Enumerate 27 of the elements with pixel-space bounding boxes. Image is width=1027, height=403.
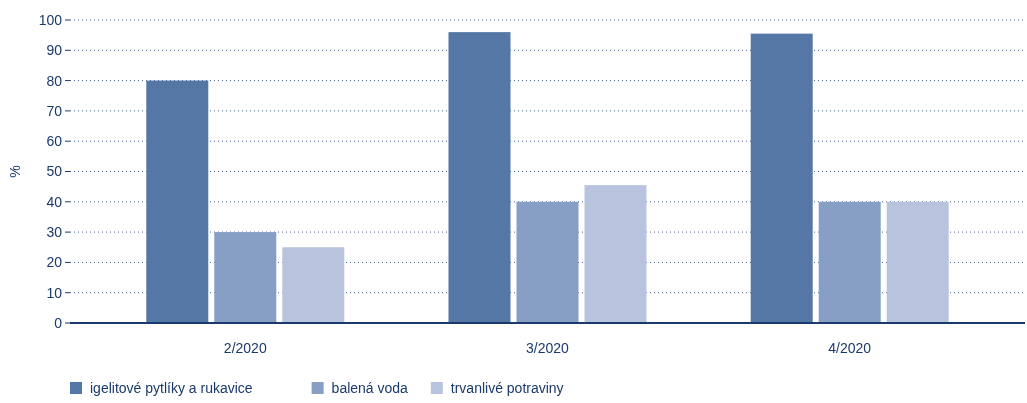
y-tick-label: 40 — [46, 193, 63, 210]
y-tick-label: 50 — [46, 163, 63, 180]
y-tick-label: 30 — [46, 224, 63, 240]
bar — [146, 80, 209, 323]
y-tick-label: 60 — [46, 133, 63, 150]
y-tick-label: 80 — [46, 72, 63, 89]
x-tick-label: 3/2020 — [526, 340, 570, 356]
y-tick-label: 0 — [54, 314, 63, 331]
bar — [584, 185, 647, 323]
y-tick-label: 10 — [46, 284, 63, 301]
x-tick-label: 2/2020 — [223, 340, 267, 356]
legend-label: trvanlivé potraviny — [450, 380, 564, 396]
y-tick-label: 20 — [46, 254, 63, 271]
y-tick-label: 100 — [38, 11, 63, 28]
y-tick-label: 90 — [46, 42, 63, 59]
bar — [448, 32, 511, 323]
legend-label: balená voda — [331, 380, 409, 396]
bar — [750, 33, 813, 323]
bar — [818, 201, 881, 323]
bar — [886, 201, 949, 323]
y-axis-title: % — [7, 165, 23, 178]
legend-label: igelitové pytlíky a rukavice — [90, 380, 253, 396]
bar — [282, 247, 345, 323]
bar — [214, 232, 277, 323]
bar — [516, 201, 579, 323]
y-tick-label: 70 — [46, 102, 63, 119]
x-tick-label: 4/2020 — [828, 340, 872, 356]
